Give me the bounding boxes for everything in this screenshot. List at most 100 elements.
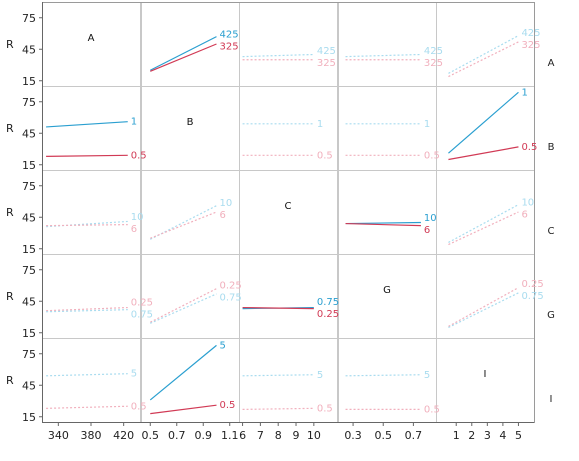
- series-line-a-b-low: [150, 43, 217, 72]
- panel-cell: [42, 2, 141, 87]
- x-tick-label-i: 3: [484, 429, 491, 442]
- series-label-i-b-high: 5: [219, 340, 225, 351]
- row-label-b: B: [548, 142, 555, 153]
- series-label-g-c-low: 0.25: [317, 309, 339, 320]
- y-axis-label: R: [6, 38, 14, 51]
- x-tick-label-c: 6: [239, 429, 246, 442]
- series-label-b-a-high: 1: [131, 117, 137, 128]
- series-line-a-b-high: [149, 36, 217, 71]
- panel-cell: [436, 338, 535, 423]
- x-tick-label-c: 7: [257, 429, 264, 442]
- row-label-i: I: [550, 394, 553, 405]
- panel-cell: [338, 338, 437, 423]
- y-tick-label: 15: [22, 159, 36, 172]
- panel-cell: [239, 170, 338, 255]
- series-line-g-b-high: [150, 293, 217, 324]
- diagonal-label-b: B: [187, 117, 194, 128]
- y-tick-label: 45: [22, 127, 36, 140]
- series-label-g-a-high: 0.75: [131, 310, 153, 321]
- y-tick-label: 15: [22, 327, 36, 340]
- series-line-i-b-high: [149, 344, 217, 401]
- y-tick-label: 75: [22, 96, 36, 109]
- diagonal-label-i: I: [484, 369, 487, 380]
- series-label-a-g-high: 425: [424, 46, 443, 57]
- panel-cell: [338, 86, 437, 171]
- series-line-c-b-high: [149, 205, 217, 240]
- series-line-c-i-low: [448, 211, 519, 246]
- x-tick-label-c: 10: [307, 429, 321, 442]
- panel-cell: [436, 86, 535, 171]
- series-line-b-a-high: [46, 121, 128, 128]
- series-line-i-g-high: [345, 374, 421, 377]
- panel-cell: [239, 2, 338, 87]
- series-label-g-i-high: 0.75: [521, 291, 543, 302]
- y-tick-label: 75: [22, 180, 36, 193]
- diagonal-label-a: A: [88, 33, 95, 44]
- y-axis-label: R: [6, 290, 14, 303]
- series-line-g-i-high: [448, 292, 519, 329]
- x-tick-label-b: 0.5: [142, 429, 160, 442]
- y-tick-label: 15: [22, 411, 36, 424]
- series-label-c-a-high: 10: [131, 212, 144, 223]
- series-line-b-a-low: [46, 154, 128, 157]
- panel-cell: [42, 170, 141, 255]
- panel-cell: [42, 254, 141, 339]
- series-label-i-b-low: 0.5: [219, 400, 235, 411]
- series-label-g-b-high: 0.75: [219, 292, 241, 303]
- series-line-b-i-low: [448, 146, 519, 161]
- series-label-a-b-high: 425: [219, 29, 238, 40]
- x-tick-label-i: 5: [515, 429, 522, 442]
- series-label-c-g-low: 6: [424, 225, 430, 236]
- series-label-b-g-high: 1: [424, 119, 430, 130]
- diagonal-label-c: C: [285, 201, 292, 212]
- series-label-a-c-low: 325: [317, 58, 336, 69]
- y-tick-label: 75: [22, 12, 36, 25]
- y-tick-label: 45: [22, 211, 36, 224]
- y-axis-label: R: [6, 374, 14, 387]
- x-tick-label-a: 380: [81, 429, 102, 442]
- y-tick-label: 15: [22, 243, 36, 256]
- series-line-g-i-low: [448, 287, 519, 327]
- series-label-c-g-high: 10: [424, 213, 437, 224]
- panel-cell: [239, 254, 338, 339]
- x-tick-label-a: 420: [113, 429, 134, 442]
- x-tick-label-c: 8: [275, 429, 282, 442]
- series-line-g-a-low: [46, 306, 128, 312]
- series-label-a-i-high: 425: [521, 28, 540, 39]
- y-tick-label: 45: [22, 43, 36, 56]
- x-tick-label-i: 2: [468, 429, 475, 442]
- row-label-a: A: [548, 58, 555, 69]
- y-tick-label: 45: [22, 379, 36, 392]
- series-line-i-a-low: [46, 405, 128, 409]
- series-label-b-g-low: 0.5: [424, 150, 440, 161]
- panel-cell: [338, 254, 437, 339]
- series-line-c-i-high: [448, 204, 519, 243]
- panel-cell: [436, 254, 535, 339]
- panel-cell: [239, 86, 338, 171]
- series-label-a-b-low: 325: [219, 41, 238, 52]
- series-line-b-i-high: [448, 91, 519, 154]
- series-line-c-a-low: [46, 224, 128, 227]
- series-label-c-b-high: 10: [219, 198, 232, 209]
- y-tick-label: 15: [22, 75, 36, 88]
- series-label-c-a-low: 6: [131, 224, 137, 235]
- series-label-a-c-high: 425: [317, 46, 336, 57]
- series-line-a-g-high: [345, 53, 421, 58]
- series-label-g-c-high: 0.75: [317, 297, 339, 308]
- series-label-b-a-low: 0.5: [131, 150, 147, 161]
- series-label-i-g-low: 0.5: [424, 404, 440, 415]
- x-tick-label-b: 0.7: [168, 429, 186, 442]
- series-label-g-i-low: 0.25: [521, 279, 543, 290]
- y-tick-label: 45: [22, 295, 36, 308]
- series-label-c-i-high: 10: [521, 197, 534, 208]
- x-tick-label-b: 0.9: [194, 429, 212, 442]
- series-label-b-c-low: 0.5: [317, 150, 333, 161]
- series-label-b-c-high: 1: [317, 119, 323, 130]
- series-label-b-i-low: 0.5: [521, 142, 537, 153]
- series-line-a-i-high: [448, 35, 519, 74]
- panel-cell: [42, 338, 141, 423]
- series-line-g-b-low: [149, 288, 217, 323]
- row-label-c: C: [548, 226, 555, 237]
- panel-cell: [338, 170, 437, 255]
- series-line-c-g-low: [345, 222, 421, 227]
